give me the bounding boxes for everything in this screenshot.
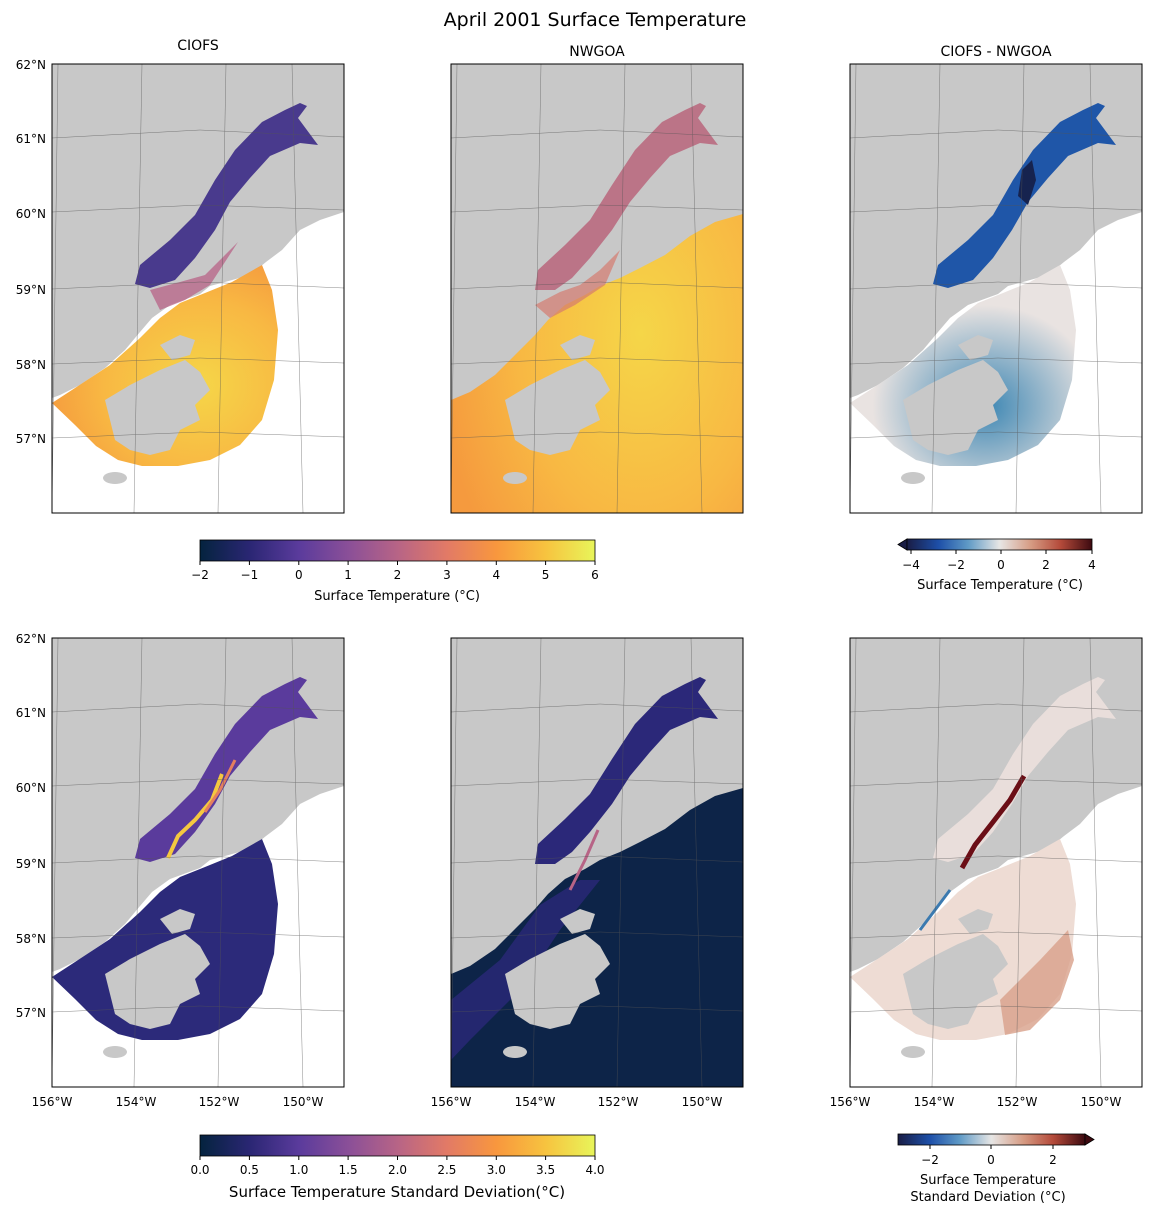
colorbar-temperature-difference: −4 −2 0 2 4 Surface Temperature (°C) bbox=[897, 538, 1096, 593]
lon-label-152w: 152°W bbox=[199, 1095, 240, 1109]
colorbar-tick: 4.0 bbox=[585, 1163, 604, 1177]
lat-label-61n: 61°N bbox=[16, 706, 46, 720]
figure-title: April 2001 Surface Temperature bbox=[444, 9, 747, 31]
colorbar-tick: 0.0 bbox=[190, 1163, 209, 1177]
colorbar-tick: 2 bbox=[394, 568, 402, 582]
panel-title-diff: CIOFS - NWGOA bbox=[940, 44, 1052, 60]
kodiak-island bbox=[903, 934, 1008, 1029]
lon-label-150w: 150°W bbox=[1081, 1095, 1122, 1109]
colorbar-temperature: −2 −1 0 1 2 3 4 5 6 Surface Temperature … bbox=[191, 539, 599, 604]
panel-title-ciofs: CIOFS bbox=[177, 38, 219, 54]
lat-label-62n: 62°N bbox=[16, 632, 46, 646]
colorbar-tick: 0 bbox=[295, 568, 303, 582]
kodiak-island bbox=[105, 934, 210, 1029]
colorbar-tick: 1.5 bbox=[339, 1163, 358, 1177]
kodiak-island bbox=[505, 934, 610, 1029]
lon-label-156w: 156°W bbox=[32, 1095, 73, 1109]
lat-label-57n: 57°N bbox=[16, 432, 46, 446]
colorbar-tick: 4 bbox=[1088, 558, 1096, 572]
lon-label-150w: 150°W bbox=[682, 1095, 723, 1109]
colorbar-tick: 3.0 bbox=[487, 1163, 506, 1177]
kodiak-island bbox=[903, 360, 1008, 455]
colorbar-tick: 4 bbox=[492, 568, 500, 582]
colorbar-tick: −2 bbox=[921, 1153, 939, 1167]
colorbar-tick: 5 bbox=[542, 568, 550, 582]
colorbar-tick: 2.5 bbox=[437, 1163, 456, 1177]
lat-label-61n: 61°N bbox=[16, 132, 46, 146]
lon-label-154w: 154°W bbox=[116, 1095, 157, 1109]
std-difference-maximum bbox=[959, 774, 1027, 870]
lat-label-62n: 62°N bbox=[16, 58, 46, 72]
colorbar-tick: 6 bbox=[591, 568, 599, 582]
panel-std-difference: 156°W 154°W 152°W 150°W bbox=[830, 637, 1143, 1109]
colorbar-tick: −4 bbox=[902, 558, 920, 572]
colorbar-tick: 2.0 bbox=[388, 1163, 407, 1177]
lon-label-150w: 150°W bbox=[283, 1095, 324, 1109]
colorbar-tick: 2 bbox=[1049, 1153, 1057, 1167]
colorbar-label: Surface Temperature (°C) bbox=[314, 589, 480, 604]
lat-label-58n: 58°N bbox=[16, 358, 46, 372]
colorbar-tick: −1 bbox=[241, 568, 259, 582]
colorbar-label-line1: Surface Temperature bbox=[920, 1173, 1056, 1188]
lat-label-59n: 59°N bbox=[16, 857, 46, 871]
colorbar-tick: 0 bbox=[997, 558, 1005, 572]
lat-label-60n: 60°N bbox=[16, 207, 46, 221]
colorbar-tick: 0 bbox=[987, 1153, 995, 1167]
colorbar-tick: −2 bbox=[191, 568, 209, 582]
panel-ciofs-temperature: CIOFS 62°N 61°N 60°N 59°N 58°N 57°N bbox=[16, 38, 345, 514]
colorbar-tick: −2 bbox=[947, 558, 965, 572]
panel-temperature-difference: CIOFS - NWGOA bbox=[849, 44, 1143, 514]
kodiak-island bbox=[505, 360, 610, 455]
panel-title-nwgoa: NWGOA bbox=[569, 44, 625, 60]
panel-ciofs-std: 62°N 61°N 60°N 59°N 58°N 57°N 156°W 154°… bbox=[16, 632, 345, 1109]
colorbar-tick: 3.5 bbox=[536, 1163, 555, 1177]
colorbar-label-line2: Standard Deviation (°C) bbox=[910, 1190, 1065, 1205]
colorbar-std: 0.0 0.5 1.0 1.5 2.0 2.5 3.0 3.5 4.0 Surf… bbox=[190, 1134, 605, 1201]
colorbar-tick: 1.0 bbox=[289, 1163, 308, 1177]
panel-nwgoa-std: 156°W 154°W 152°W 150°W bbox=[431, 637, 744, 1109]
colorbar-std-difference: −2 0 2 Surface Temperature Standard Devi… bbox=[897, 1133, 1095, 1205]
lat-label-60n: 60°N bbox=[16, 781, 46, 795]
panel-nwgoa-temperature: NWGOA bbox=[450, 44, 744, 514]
colorbar-tick: 2 bbox=[1042, 558, 1050, 572]
lon-label-152w: 152°W bbox=[598, 1095, 639, 1109]
lon-label-154w: 154°W bbox=[914, 1095, 955, 1109]
lon-label-156w: 156°W bbox=[830, 1095, 871, 1109]
colorbar-tick: 0.5 bbox=[240, 1163, 259, 1177]
colorbar-label: Surface Temperature Standard Deviation(°… bbox=[229, 1183, 565, 1201]
lon-label-156w: 156°W bbox=[431, 1095, 472, 1109]
lat-label-59n: 59°N bbox=[16, 283, 46, 297]
colorbar-tick: 3 bbox=[443, 568, 451, 582]
std-maximum-band bbox=[166, 773, 224, 859]
lat-label-58n: 58°N bbox=[16, 932, 46, 946]
colorbar-label: Surface Temperature (°C) bbox=[917, 578, 1083, 593]
colorbar-tick: 1 bbox=[344, 568, 352, 582]
lon-label-152w: 152°W bbox=[997, 1095, 1038, 1109]
inlet-cold-water bbox=[135, 103, 318, 288]
kodiak-island bbox=[105, 360, 210, 455]
lat-label-57n: 57°N bbox=[16, 1006, 46, 1020]
lon-label-154w: 154°W bbox=[515, 1095, 556, 1109]
